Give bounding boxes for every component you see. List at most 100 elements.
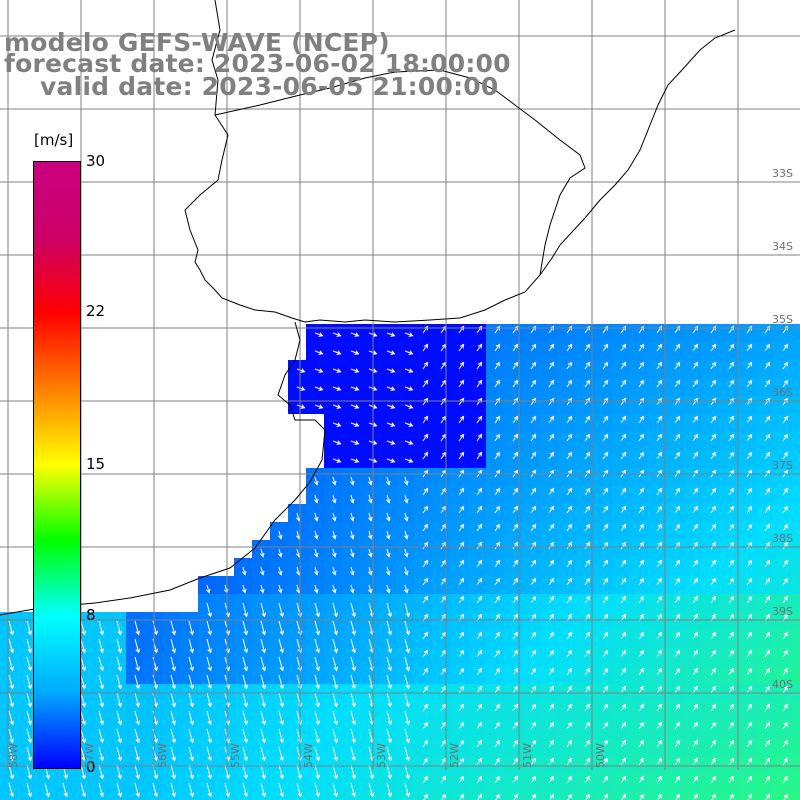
wind-arrow bbox=[170, 692, 177, 708]
lon-label: 52W bbox=[448, 743, 461, 768]
wind-arrow bbox=[746, 577, 753, 586]
wind-arrow bbox=[386, 602, 393, 618]
wind-arrow bbox=[385, 494, 391, 504]
wind-arrow bbox=[746, 757, 753, 766]
wind-arrow bbox=[260, 602, 267, 618]
wind-arrow bbox=[403, 476, 409, 486]
wind-arrow bbox=[332, 782, 339, 798]
wind-arrow bbox=[349, 476, 355, 486]
lat-label: 35S bbox=[772, 313, 793, 326]
wind-arrow bbox=[566, 523, 573, 532]
graticule bbox=[0, 0, 800, 770]
wind-arrow bbox=[494, 379, 501, 388]
wind-arrow bbox=[512, 739, 519, 748]
wind-arrow bbox=[476, 487, 483, 496]
wind-arrow bbox=[638, 649, 645, 658]
wind-arrow bbox=[782, 487, 789, 496]
wind-arrow bbox=[512, 361, 519, 370]
wind-arrow bbox=[332, 692, 339, 708]
wind-arrow bbox=[350, 422, 360, 427]
wind-arrow bbox=[674, 541, 681, 550]
wind-arrow bbox=[746, 775, 753, 784]
wind-arrow bbox=[350, 440, 360, 445]
wind-arrow bbox=[476, 757, 483, 766]
wind-cell bbox=[720, 792, 738, 800]
wind-arrow bbox=[332, 332, 342, 337]
wind-arrow bbox=[188, 656, 195, 672]
wind-arrow bbox=[728, 415, 735, 424]
wind-arrow bbox=[476, 649, 483, 658]
wind-arrow bbox=[548, 631, 555, 640]
wind-arrow bbox=[386, 440, 396, 445]
wind-arrow bbox=[620, 757, 627, 766]
wind-arrow bbox=[692, 541, 699, 550]
wind-arrow bbox=[512, 595, 519, 604]
wind-arrow bbox=[404, 458, 414, 463]
wind-arrow bbox=[242, 764, 249, 780]
wind-cell bbox=[288, 792, 306, 800]
wind-arrow bbox=[710, 433, 717, 442]
wind-arrow bbox=[403, 512, 409, 522]
wind-arrow bbox=[494, 649, 501, 658]
wind-arrow bbox=[476, 505, 483, 514]
wind-arrow bbox=[332, 764, 339, 780]
wind-arrow bbox=[692, 757, 699, 766]
wind-arrow bbox=[512, 541, 519, 550]
wind-arrow bbox=[134, 764, 141, 780]
wind-arrow bbox=[403, 494, 409, 504]
wind-cell bbox=[378, 792, 396, 800]
wind-arrow bbox=[728, 703, 735, 712]
wind-arrow bbox=[692, 577, 699, 586]
wind-cell bbox=[792, 324, 800, 342]
wind-arrow bbox=[602, 703, 609, 712]
wind-arrow bbox=[746, 703, 753, 712]
wind-arrow bbox=[566, 361, 573, 370]
wind-arrow bbox=[692, 721, 699, 730]
wind-arrow bbox=[584, 631, 591, 640]
wind-arrow bbox=[656, 775, 663, 784]
wind-arrow bbox=[638, 523, 645, 532]
wind-arrow bbox=[476, 415, 483, 424]
wind-arrow bbox=[8, 692, 15, 708]
wind-arrow bbox=[26, 728, 33, 744]
wind-arrow bbox=[692, 361, 699, 370]
wind-arrow bbox=[728, 541, 735, 550]
wind-arrow bbox=[8, 782, 15, 798]
wind-arrow bbox=[476, 667, 483, 676]
wind-arrow bbox=[530, 667, 537, 676]
wind-arrow bbox=[584, 433, 591, 442]
wind-arrow bbox=[494, 595, 501, 604]
wind-cell bbox=[162, 792, 180, 800]
wind-arrow bbox=[674, 559, 681, 568]
wind-cell bbox=[576, 792, 594, 800]
wind-arrow bbox=[458, 577, 465, 586]
wind-arrow bbox=[458, 649, 465, 658]
wind-arrow bbox=[656, 757, 663, 766]
wind-arrow bbox=[80, 764, 87, 780]
wind-arrow bbox=[548, 775, 555, 784]
wind-arrow bbox=[98, 710, 105, 726]
wind-arrow bbox=[385, 548, 391, 558]
wind-arrow bbox=[422, 361, 429, 370]
wind-arrow bbox=[674, 757, 681, 766]
wind-arrow bbox=[313, 494, 319, 504]
wind-arrow bbox=[277, 566, 283, 576]
wind-cell bbox=[792, 504, 800, 522]
wind-arrow bbox=[656, 667, 663, 676]
wind-arrow bbox=[458, 559, 465, 568]
wind-arrow bbox=[584, 685, 591, 694]
wind-arrow bbox=[674, 595, 681, 604]
wind-arrow bbox=[566, 451, 573, 460]
wind-arrow bbox=[476, 379, 483, 388]
wind-arrow bbox=[116, 782, 123, 798]
wind-arrow bbox=[350, 692, 357, 708]
wind-cell bbox=[738, 792, 756, 800]
wind-arrow bbox=[313, 566, 319, 576]
wind-arrow bbox=[404, 656, 411, 672]
wind-arrow bbox=[98, 782, 105, 798]
wind-cell bbox=[540, 792, 558, 800]
wind-arrow bbox=[710, 451, 717, 460]
wind-arrow bbox=[349, 530, 355, 540]
wind-cell bbox=[792, 468, 800, 486]
wind-arrow bbox=[314, 638, 321, 654]
